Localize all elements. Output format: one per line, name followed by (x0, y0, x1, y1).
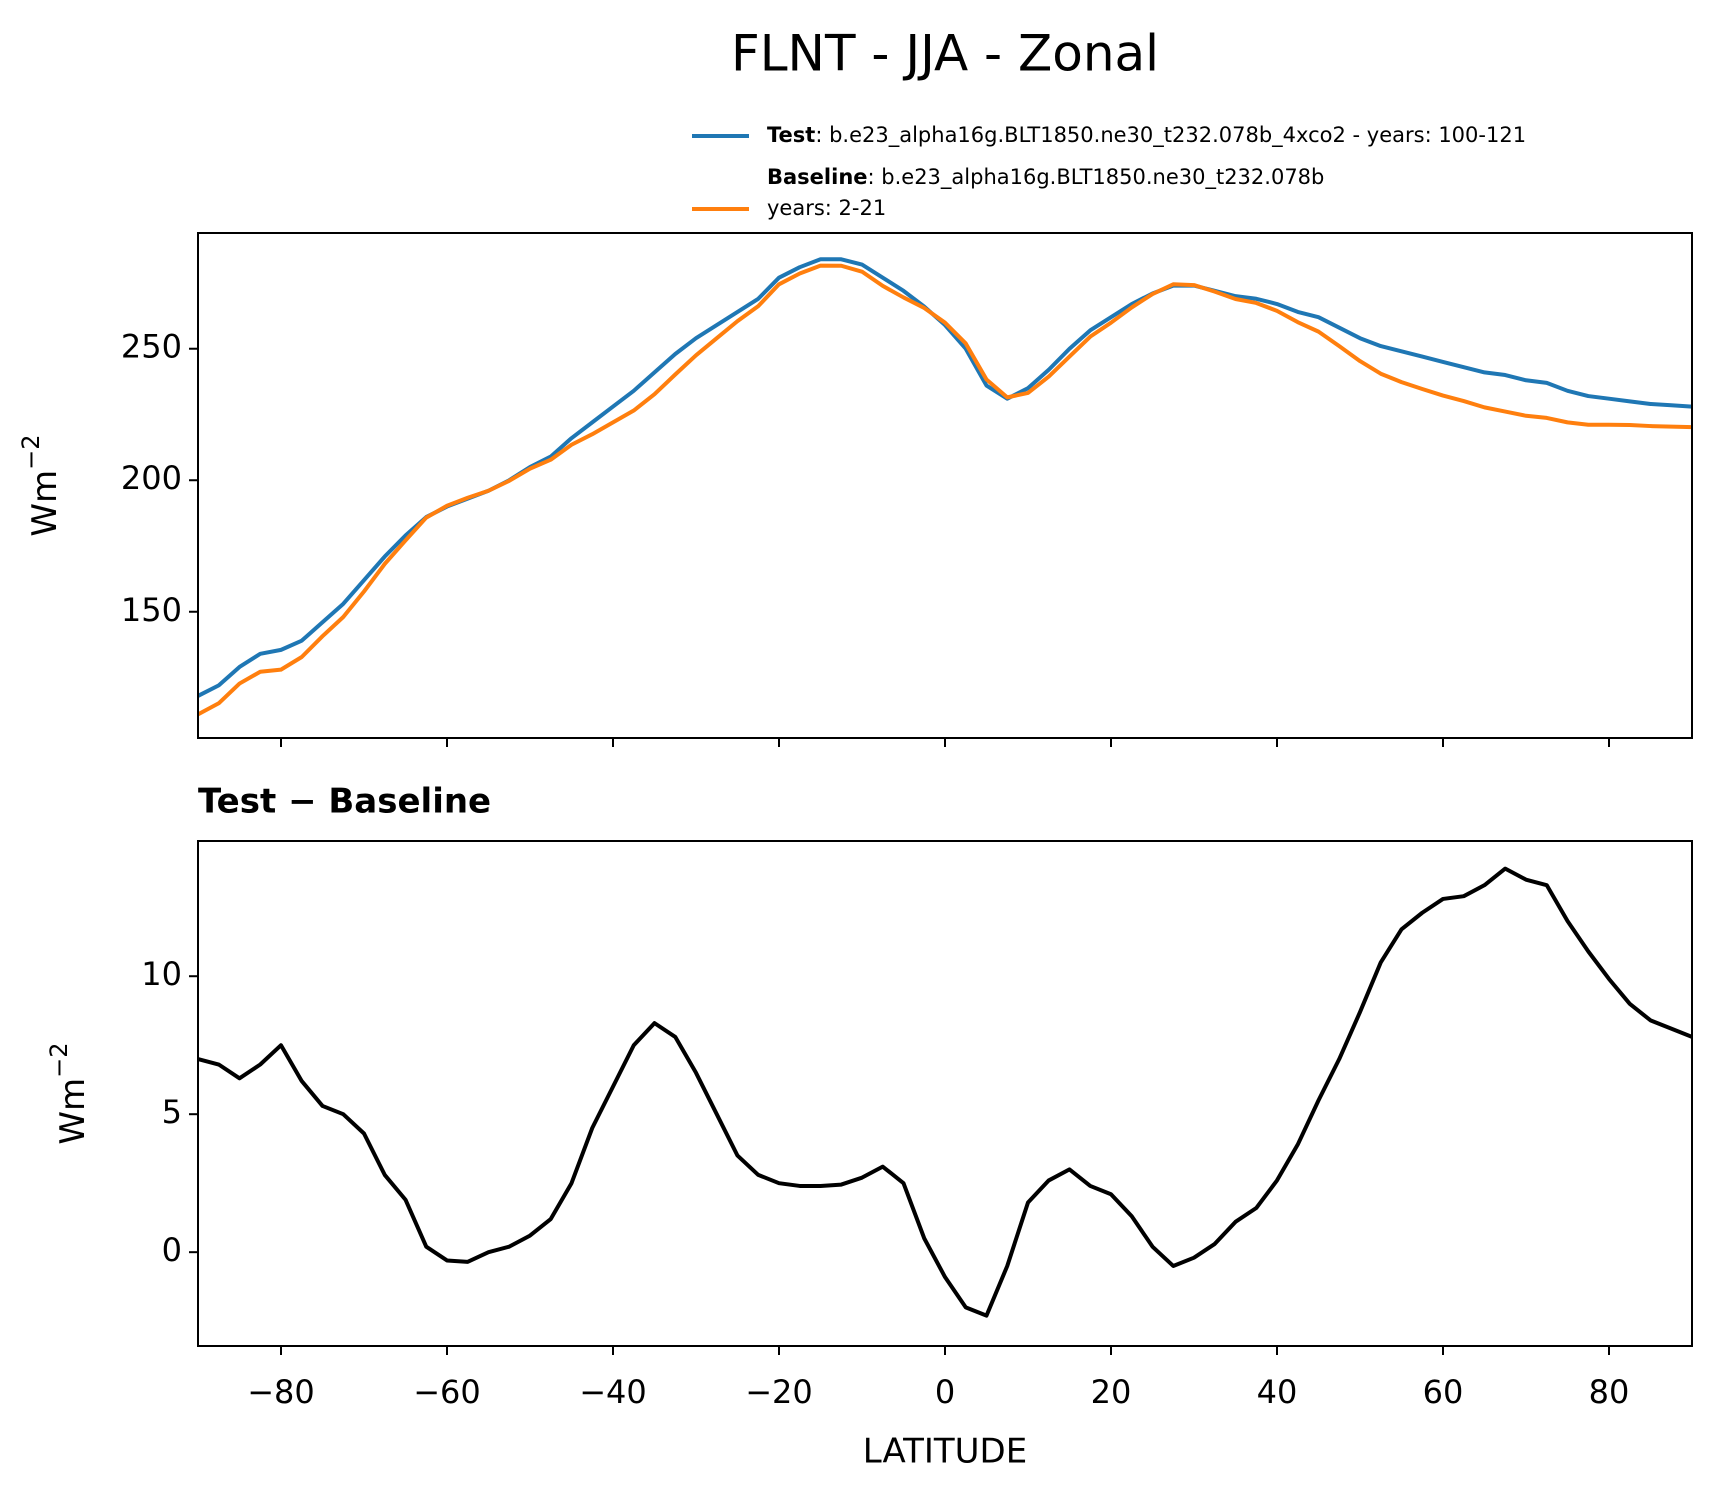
legend-text: years: 2-21 (767, 196, 886, 220)
data-line (198, 866, 1692, 1318)
x-tick-label: −80 (247, 1373, 315, 1411)
legend-description: : b.e23_alpha16g.BLT1850.ne30_t232.078b_… (815, 123, 1526, 148)
plot-area (198, 866, 1692, 1318)
y-tick-label: 200 (121, 459, 182, 497)
axes-frame (197, 232, 1693, 739)
plot-area (198, 257, 1692, 717)
y-tick-label: 10 (141, 955, 182, 993)
y-tick-label: 0 (162, 1231, 182, 1269)
x-tick-label: 0 (935, 1373, 955, 1411)
x-tick-label: 60 (1423, 1373, 1464, 1411)
y-label-base: Wm (53, 1078, 93, 1145)
data-line (198, 263, 1692, 717)
x-tick-label: 40 (1257, 1373, 1298, 1411)
legend-description: : b.e23_alpha16g.BLT1850.ne30_t232.078b (868, 165, 1325, 190)
x-tick-label: 80 (1589, 1373, 1630, 1411)
x-axis-label: LATITUDE (863, 1432, 1027, 1472)
y-axis-label: Wm−2 (45, 1042, 93, 1144)
figure-title: FLNT - JJA - Zonal (731, 25, 1159, 83)
y-tick-label: 250 (121, 328, 182, 366)
y-label-base: Wm (25, 470, 65, 537)
x-tick-label: −60 (413, 1373, 481, 1411)
y-label-exponent: −2 (17, 434, 45, 469)
x-tick-label: −20 (745, 1373, 813, 1411)
legend-text: Test: b.e23_alpha16g.BLT1850.ne30_t232.0… (767, 123, 1526, 148)
axes-title: Test − Baseline (198, 782, 491, 822)
x-tick-label: 20 (1091, 1373, 1132, 1411)
legend-text: Baseline: b.e23_alpha16g.BLT1850.ne30_t2… (767, 165, 1324, 190)
legend-name: Baseline (767, 165, 868, 189)
y-tick-label: 150 (121, 591, 182, 629)
y-tick-label: 5 (162, 1093, 182, 1131)
y-axis-label: Wm−2 (17, 434, 65, 536)
x-tick-label: −40 (579, 1373, 647, 1411)
y-label-exponent: −2 (45, 1042, 73, 1077)
legend-name: Test (767, 123, 815, 147)
axes-frame (197, 840, 1693, 1347)
legend-description: years: 2-21 (767, 196, 886, 220)
